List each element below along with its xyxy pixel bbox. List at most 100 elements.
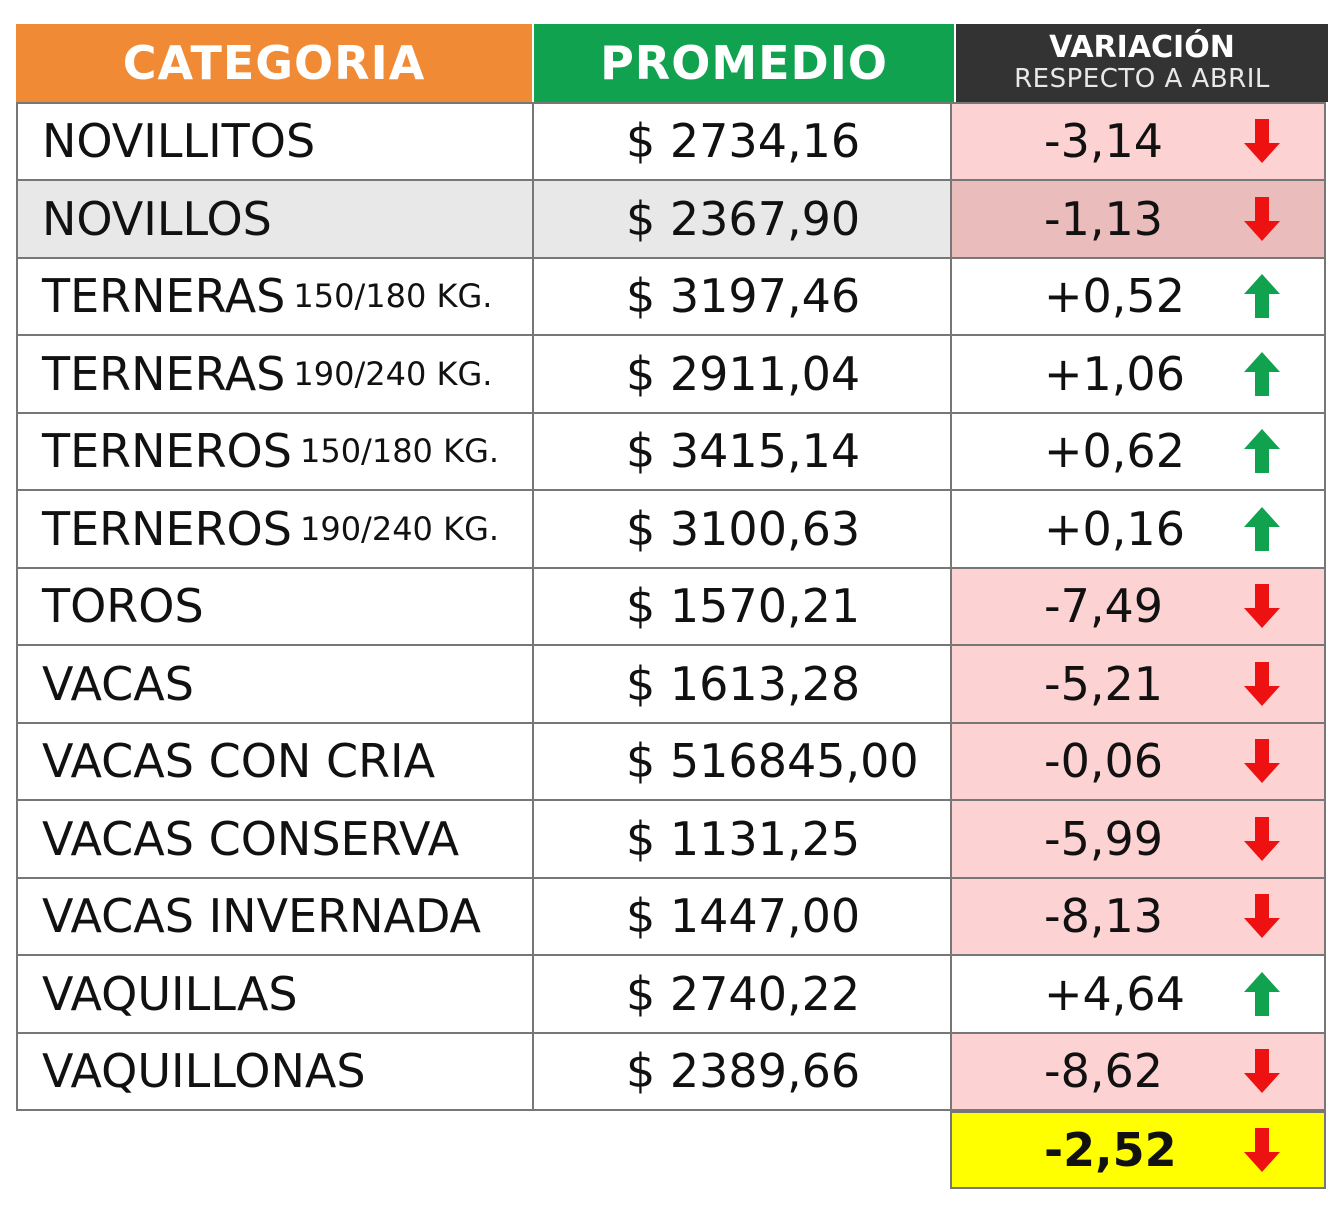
category-name: TERNERAS: [42, 269, 286, 324]
variation-cell: -3,14: [950, 101, 1326, 181]
price-value: $ 2740,22: [626, 966, 861, 1021]
category-weight-range: 190/240 KG.: [299, 509, 500, 548]
header-categoria: CATEGORIA: [16, 24, 532, 102]
price-cell: $ 1613,28: [532, 644, 952, 724]
variation-cell: +1,06: [950, 334, 1326, 414]
variation-cell: -5,99: [950, 799, 1326, 879]
category-name: TERNERAS: [42, 346, 286, 401]
category-name: NOVILLOS: [42, 191, 272, 246]
price-cell: $ 2367,90: [532, 179, 952, 259]
down-arrow-icon: [1244, 661, 1280, 706]
price-cell: $ 1447,00: [532, 876, 952, 956]
category-cell: NOVILLOS: [16, 179, 534, 259]
category-cell: TERNEROS 190/240 KG.: [16, 489, 534, 569]
down-arrow-icon: [1244, 894, 1280, 939]
price-cell: $ 3100,63: [532, 489, 952, 569]
price-value: $ 1613,28: [626, 656, 861, 711]
variation-value: -8,62: [1044, 1044, 1164, 1099]
table-row: TERNEROS 190/240 KG. $ 3100,63 +0,16: [16, 489, 1328, 569]
up-arrow-icon: [1244, 971, 1280, 1016]
variation-value: +1,06: [1044, 346, 1185, 401]
variation-value: -8,13: [1044, 889, 1164, 944]
variation-value: -5,21: [1044, 656, 1164, 711]
variation-value: +0,62: [1044, 424, 1185, 479]
table-row: VACAS CON CRIA $ 516845,00 -0,06: [16, 721, 1328, 801]
down-arrow-icon: [1244, 119, 1280, 164]
price-cell: $ 3415,14: [532, 411, 952, 491]
category-cell: VACAS: [16, 644, 534, 724]
price-cell: $ 2389,66: [532, 1031, 952, 1111]
category-cell: VACAS CON CRIA: [16, 721, 534, 801]
price-table: CATEGORIA PROMEDIO VARIACIÓN RESPECTO A …: [16, 24, 1328, 1191]
header-variacion: VARIACIÓN RESPECTO A ABRIL: [956, 24, 1328, 102]
up-arrow-icon: [1244, 506, 1280, 551]
category-name: TERNEROS: [42, 501, 292, 556]
price-value: $ 1447,00: [626, 889, 861, 944]
category-name: VACAS: [42, 656, 194, 711]
variation-cell: -1,13: [950, 179, 1326, 259]
down-arrow-icon: [1244, 739, 1280, 784]
price-value: $ 2734,16: [626, 114, 861, 169]
variation-value: +0,52: [1044, 269, 1185, 324]
up-arrow-icon: [1244, 274, 1280, 319]
variation-cell: -8,13: [950, 876, 1326, 956]
variation-value: -5,99: [1044, 811, 1164, 866]
down-arrow-icon: [1244, 1128, 1280, 1172]
variation-cell: -8,62: [950, 1031, 1326, 1111]
variation-value: -7,49: [1044, 579, 1164, 634]
table-row: TERNERAS 150/180 KG. $ 3197,46 +0,52: [16, 256, 1328, 336]
variation-cell: +4,64: [950, 954, 1326, 1034]
category-name: VACAS CONSERVA: [42, 811, 460, 866]
down-arrow-icon: [1244, 584, 1280, 629]
price-value: $ 2389,66: [626, 1044, 861, 1099]
total-variation-cell: -2,52: [950, 1111, 1326, 1189]
category-name: TOROS: [42, 579, 204, 634]
category-cell: TERNEROS 150/180 KG.: [16, 411, 534, 491]
category-cell: NOVILLITOS: [16, 101, 534, 181]
price-cell: $ 1570,21: [532, 566, 952, 646]
category-name: VAQUILLONAS: [42, 1044, 366, 1099]
up-arrow-icon: [1244, 429, 1280, 474]
price-cell: $ 1131,25: [532, 799, 952, 879]
table-row: VAQUILLAS $ 2740,22 +4,64: [16, 954, 1328, 1034]
price-value: $ 1131,25: [626, 811, 861, 866]
category-weight-range: 190/240 KG.: [293, 354, 493, 393]
variation-cell: -5,21: [950, 644, 1326, 724]
table-row: NOVILLOS $ 2367,90 -1,13: [16, 179, 1328, 259]
variation-cell: +0,52: [950, 256, 1326, 336]
price-value: $ 516845,00: [626, 734, 919, 789]
header-categoria-label: CATEGORIA: [122, 35, 426, 90]
category-cell: VACAS CONSERVA: [16, 799, 534, 879]
category-weight-range: 150/180 KG.: [293, 277, 493, 316]
down-arrow-icon: [1244, 1049, 1280, 1094]
category-cell: TERNERAS 150/180 KG.: [16, 256, 534, 336]
category-name: TERNEROS: [42, 424, 292, 479]
variation-cell: -7,49: [950, 566, 1326, 646]
header-promedio: PROMEDIO: [534, 24, 954, 102]
price-cell: $ 2734,16: [532, 101, 952, 181]
table-body: NOVILLITOS $ 2734,16 -3,14 NOVILLOS $ 2367,9…: [16, 101, 1328, 1111]
header-variacion-sublabel: RESPECTO A ABRIL: [1014, 63, 1270, 94]
price-value: $ 3197,46: [626, 269, 861, 324]
table-row: VACAS INVERNADA $ 1447,00 -8,13: [16, 876, 1328, 956]
table-row: VACAS CONSERVA $ 1131,25 -5,99: [16, 799, 1328, 879]
variation-value: -3,14: [1044, 114, 1164, 169]
price-cell: $ 3197,46: [532, 256, 952, 336]
category-cell: VAQUILLONAS: [16, 1031, 534, 1111]
up-arrow-icon: [1244, 351, 1280, 396]
category-cell: VAQUILLAS: [16, 954, 534, 1034]
category-name: VAQUILLAS: [42, 966, 298, 1021]
price-cell: $ 2911,04: [532, 334, 952, 414]
variation-cell: +0,62: [950, 411, 1326, 491]
price-value: $ 2911,04: [626, 346, 861, 401]
table-row: VAQUILLONAS $ 2389,66 -8,62: [16, 1031, 1328, 1111]
price-cell: $ 2740,22: [532, 954, 952, 1034]
price-value: $ 3415,14: [626, 424, 861, 479]
price-value: $ 1570,21: [626, 579, 861, 634]
category-name: VACAS CON CRIA: [42, 734, 436, 789]
price-cell: $ 516845,00: [532, 721, 952, 801]
category-cell: TERNERAS 190/240 KG.: [16, 334, 534, 414]
down-arrow-icon: [1244, 196, 1280, 241]
category-weight-range: 150/180 KG.: [299, 432, 500, 471]
table-row: TERNEROS 150/180 KG. $ 3415,14 +0,62: [16, 411, 1328, 491]
